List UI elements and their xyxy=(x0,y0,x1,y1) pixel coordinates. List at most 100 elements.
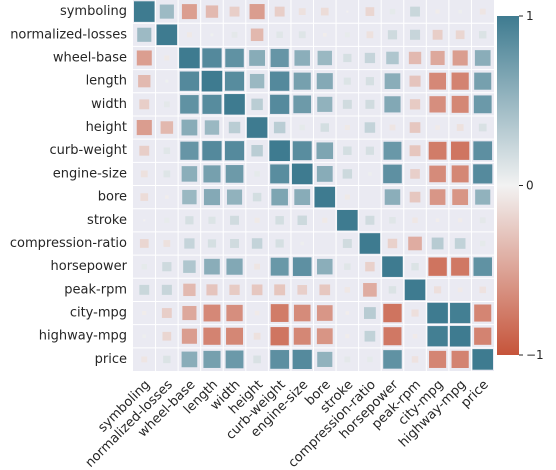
heatmap-cell-height-symboling xyxy=(136,119,152,136)
heatmap-cell-city-mpg-normalized-losses xyxy=(161,308,172,318)
heatmap-cell-engine-size-wheel-base xyxy=(181,166,198,182)
heatmap-cell-engine-size-price xyxy=(473,164,493,184)
heatmap-cell-stroke-wheel-base xyxy=(185,216,194,225)
heatmap-cell-wheel-base-peak-rpm xyxy=(408,51,422,65)
heatmap-cell-highway-mpg-stroke xyxy=(345,334,350,339)
heatmap-cell-height-engine-size xyxy=(299,124,305,131)
heatmap-cell-wheel-base-height xyxy=(249,50,265,66)
heatmap-cell-engine-size-highway-mpg xyxy=(451,165,469,183)
row-label: highway-mpg xyxy=(39,329,127,344)
heatmap-cell-compression-ratio-compression-ratio xyxy=(359,233,381,254)
heatmap-cell-peak-rpm-normalized-losses xyxy=(161,284,172,295)
heatmap-cell-length-engine-size xyxy=(293,72,311,90)
heatmap-cell-normalized-losses-length xyxy=(210,33,214,37)
heatmap-cell-wheel-base-symboling xyxy=(136,50,152,66)
heatmap-cell-stroke-horsepower xyxy=(389,217,396,224)
heatmap-cell-wheel-base-compression-ratio xyxy=(364,52,376,64)
heatmap-cell-horsepower-compression-ratio xyxy=(365,261,375,272)
heatmap-cell-symboling-peak-rpm xyxy=(410,6,420,17)
heatmap-cell-normalized-losses-city-mpg xyxy=(432,29,443,40)
heatmap-cell-curb-weight-length xyxy=(202,141,222,161)
heatmap-cell-price-length xyxy=(203,350,221,368)
heatmap-cell-curb-weight-height xyxy=(251,144,263,157)
heatmap-cell-wheel-base-wheel-base xyxy=(179,47,200,69)
heatmap-cell-length-height xyxy=(249,73,265,89)
heatmap-cell-bore-horsepower xyxy=(384,189,401,205)
heatmap-cell-length-normalized-losses xyxy=(165,79,169,83)
heatmap-cell-symboling-compression-ratio xyxy=(365,7,375,16)
heatmap-cell-compression-ratio-horsepower xyxy=(387,238,398,249)
heatmap-cell-city-mpg-length xyxy=(203,304,221,322)
heatmap-cell-bore-length xyxy=(203,189,220,206)
heatmap-cell-peak-rpm-stroke xyxy=(344,287,351,293)
heatmap-cell-price-compression-ratio xyxy=(367,356,373,363)
heatmap-cell-height-highway-mpg xyxy=(456,124,464,131)
heatmap-cell-city-mpg-height xyxy=(254,310,260,316)
heatmap-cell-bore-stroke xyxy=(344,194,350,200)
heatmap-cell-highway-mpg-horsepower xyxy=(383,327,402,346)
heatmap-cell-peak-rpm-wheel-base xyxy=(183,283,196,297)
heatmap-cell-price-stroke xyxy=(344,356,351,363)
heatmap-cell-length-peak-rpm xyxy=(409,75,421,87)
heatmap-cell-city-mpg-peak-rpm xyxy=(411,309,419,317)
heatmap-cell-price-city-mpg xyxy=(429,350,447,368)
heatmap-cell-horsepower-curb-weight xyxy=(270,257,289,276)
heatmap-cell-highway-mpg-wheel-base xyxy=(181,328,197,344)
heatmap-cell-horsepower-symboling xyxy=(141,263,147,270)
heatmap-cell-price-engine-size xyxy=(292,349,312,369)
heatmap-cell-length-wheel-base xyxy=(179,71,200,91)
heatmap-cell-horsepower-engine-size xyxy=(292,257,312,276)
heatmap-cell-height-city-mpg xyxy=(435,125,440,130)
row-label: horsepower xyxy=(51,259,128,274)
heatmap-cell-city-mpg-curb-weight xyxy=(270,304,289,322)
heatmap-cell-symboling-height xyxy=(249,4,265,20)
heatmap-cell-width-bore xyxy=(317,96,333,112)
heatmap-cell-stroke-symboling xyxy=(143,219,146,222)
heatmap-cell-stroke-stroke xyxy=(337,210,358,231)
heatmap-cell-width-city-mpg xyxy=(429,96,446,113)
heatmap-cell-length-stroke xyxy=(343,77,351,85)
heatmap-cell-peak-rpm-price xyxy=(479,286,486,294)
heatmap-cell-curb-weight-normalized-losses xyxy=(163,147,171,154)
heatmap-cell-stroke-width xyxy=(230,215,240,225)
heatmap-cell-price-bore xyxy=(317,351,333,367)
heatmap-cell-engine-size-curb-weight xyxy=(270,164,290,184)
heatmap-cell-horsepower-peak-rpm xyxy=(411,262,419,271)
heatmap-cell-wheel-base-engine-size xyxy=(294,50,310,66)
heatmap-cell-width-wheel-base xyxy=(180,95,199,114)
heatmap-cell-price-highway-mpg xyxy=(451,350,469,368)
heatmap-cell-bore-bore xyxy=(314,186,336,208)
heatmap-cell-normalized-losses-horsepower xyxy=(387,30,398,40)
heatmap-cell-horsepower-price xyxy=(473,257,492,276)
heatmap-cell-peak-rpm-city-mpg xyxy=(434,286,442,294)
heatmap-cell-engine-size-length xyxy=(203,165,221,183)
heatmap-cell-normalized-losses-stroke xyxy=(344,32,350,38)
heatmap-cell-compression-ratio-engine-size xyxy=(300,241,304,246)
heatmap-cell-curb-weight-horsepower xyxy=(383,141,402,160)
heatmap-cell-peak-rpm-width xyxy=(229,284,240,295)
heatmap-cell-bore-symboling xyxy=(140,193,149,201)
heatmap-cell-compression-ratio-stroke xyxy=(342,238,352,248)
heatmap-cell-engine-size-bore xyxy=(316,166,333,182)
heatmap-cell-height-compression-ratio xyxy=(364,122,376,133)
heatmap-cell-wheel-base-length xyxy=(202,48,222,68)
heatmap-cell-symboling-highway-mpg xyxy=(458,9,462,14)
heatmap-cell-compression-ratio-normalized-losses xyxy=(163,240,171,247)
heatmap-cell-length-curb-weight xyxy=(270,71,290,91)
grid xyxy=(133,0,494,371)
heatmap-cell-engine-size-symboling xyxy=(140,170,148,178)
heatmap-cell-compression-ratio-width xyxy=(230,238,240,248)
heatmap-cell-engine-size-horsepower xyxy=(383,164,402,184)
heatmap-cell-normalized-losses-width xyxy=(231,31,238,38)
heatmap-cell-height-height xyxy=(246,117,268,138)
heatmap-cell-highway-mpg-length xyxy=(203,327,221,345)
heatmap-cell-symboling-normalized-losses xyxy=(159,4,174,19)
heatmap-cell-width-compression-ratio xyxy=(365,99,375,109)
heatmap-cell-stroke-city-mpg xyxy=(435,218,440,223)
heatmap-cell-compression-ratio-symboling xyxy=(139,239,149,248)
heatmap-cell-symboling-bore xyxy=(320,7,329,16)
heatmap-cell-city-mpg-symboling xyxy=(142,310,147,316)
heatmap-cell-highway-mpg-symboling xyxy=(142,334,147,338)
heatmap-cell-normalized-losses-highway-mpg xyxy=(455,30,465,40)
heatmap-cell-height-peak-rpm xyxy=(409,122,421,133)
